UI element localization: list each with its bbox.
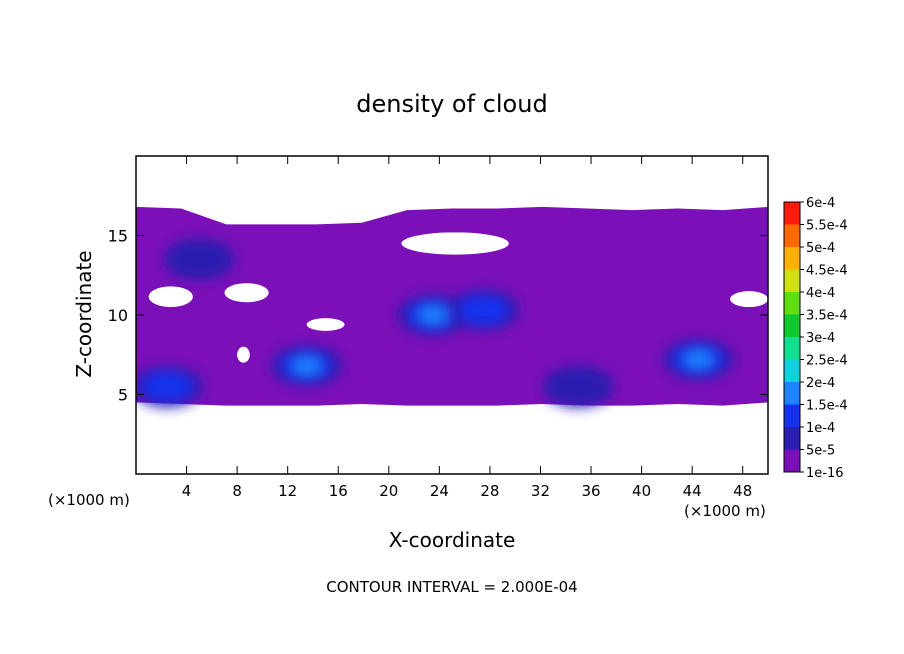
x-axis-label: X-coordinate xyxy=(389,528,516,552)
x-tick-label: 16 xyxy=(329,482,348,500)
colorbar-label: 5e-5 xyxy=(806,444,835,459)
x-tick-label: 28 xyxy=(480,482,499,500)
colorbar-swatch xyxy=(784,404,800,427)
x-tick-label: 40 xyxy=(632,482,651,500)
x-tick-label: 4 xyxy=(182,482,192,500)
clear-patch xyxy=(148,286,193,308)
cloud-core xyxy=(684,351,713,368)
cloud-core xyxy=(418,306,448,324)
y-tick-label: 5 xyxy=(118,386,128,405)
colorbar-label: 1e-4 xyxy=(806,421,835,436)
colorbar-label: 4e-4 xyxy=(806,286,835,301)
clear-patch xyxy=(730,291,768,308)
colorbar-swatch xyxy=(784,269,800,292)
x-unit-right: (×1000 m) xyxy=(684,502,766,520)
clear-patch xyxy=(306,318,345,331)
cloud-cores xyxy=(136,238,734,408)
colorbar-label: 1.5e-4 xyxy=(806,399,848,414)
clear-air-patches xyxy=(148,232,768,363)
x-tick-label: 48 xyxy=(733,482,752,500)
colorbar-label: 2.5e-4 xyxy=(806,354,848,369)
colorbar-label: 6e-4 xyxy=(806,196,835,211)
cloud-core xyxy=(292,357,321,375)
x-tick-label: 12 xyxy=(278,482,297,500)
colorbar-label: 3.5e-4 xyxy=(806,309,848,324)
y-tick-label: 15 xyxy=(108,227,128,246)
colorbar-label: 2e-4 xyxy=(806,376,835,391)
colorbar-swatch xyxy=(784,427,800,450)
x-tick-label: 20 xyxy=(379,482,398,500)
clear-patch xyxy=(401,232,509,255)
x-axis: 4 8 12 16 20 24 28 32 36 40 44 48 xyxy=(182,156,752,500)
colorbar-swatch xyxy=(784,382,800,405)
cloud-core xyxy=(543,365,614,408)
contour-interval-note: CONTOUR INTERVAL = 2.000E-04 xyxy=(326,578,577,596)
x-tick-label: 24 xyxy=(430,482,449,500)
colorbar-label: 5e-4 xyxy=(806,241,835,256)
colorbar-swatch xyxy=(784,314,800,337)
x-tick-label: 36 xyxy=(581,482,600,500)
clear-patch xyxy=(224,283,269,303)
colorbar-label: 3e-4 xyxy=(806,331,835,346)
colorbar-swatch xyxy=(784,292,800,315)
y-axis: 5 10 15 xyxy=(108,227,768,405)
colorbar-label: 4.5e-4 xyxy=(806,264,848,279)
colorbar-swatch xyxy=(784,359,800,382)
colorbar-label: 5.5e-4 xyxy=(806,219,848,234)
x-tick-label: 44 xyxy=(683,482,702,500)
chart-title: density of cloud xyxy=(356,90,547,118)
x-tick-label: 8 xyxy=(232,482,242,500)
cloud-core xyxy=(458,295,509,325)
cloud-core xyxy=(142,372,193,402)
colorbar-swatch xyxy=(784,247,800,270)
colorbar-swatch xyxy=(784,337,800,360)
x-unit-left: (×1000 m) xyxy=(48,491,130,509)
plot-area xyxy=(136,206,768,408)
colorbar-swatch xyxy=(784,224,800,247)
y-tick-label: 10 xyxy=(108,306,128,325)
colorbar-swatch xyxy=(784,449,800,472)
colorbar: 1e-16 5e-5 1e-4 1.5e-4 2e-4 2.5e-4 3e-4 3.5e-4 4… xyxy=(783,196,848,481)
x-tick-label: 32 xyxy=(531,482,550,500)
y-axis-label: Z-coordinate xyxy=(72,250,96,377)
colorbar-label: 1e-16 xyxy=(806,466,844,481)
colorbar-swatch xyxy=(784,202,800,225)
cloud-core xyxy=(163,238,235,281)
clear-patch xyxy=(237,346,250,363)
